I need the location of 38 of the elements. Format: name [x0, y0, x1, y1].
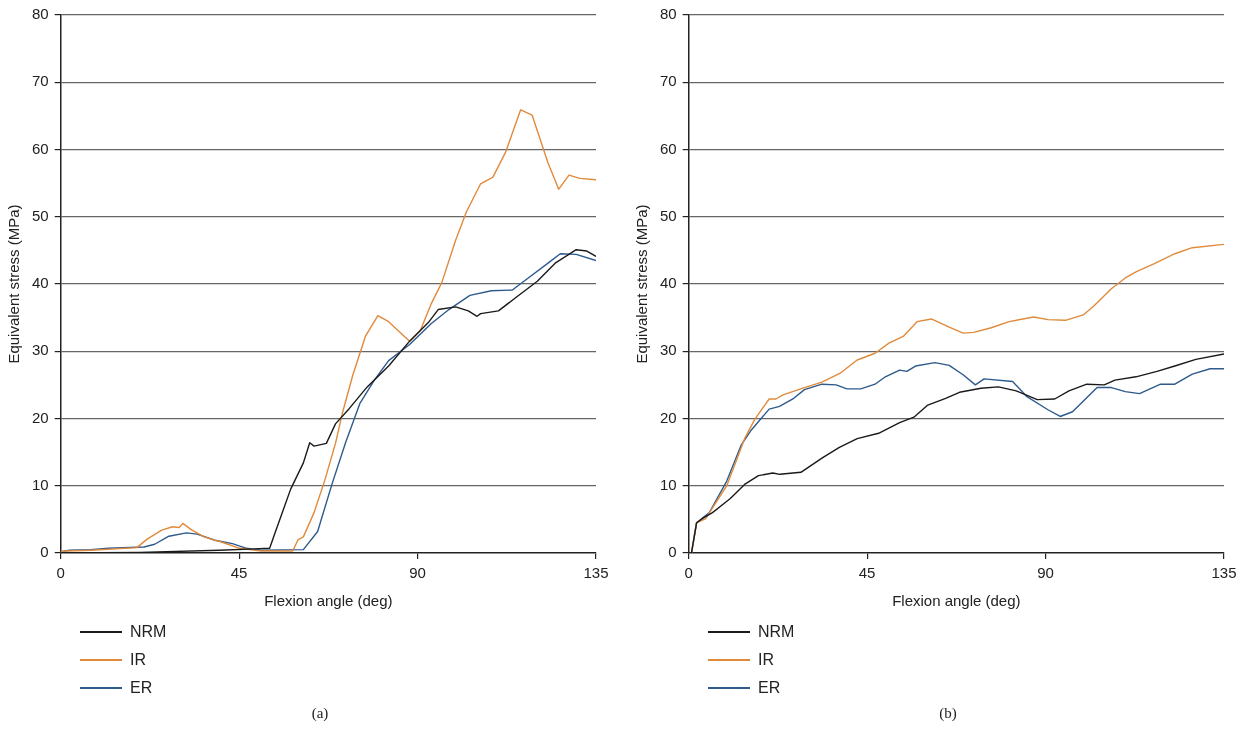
y-axis-title: Equivalent stress (MPa)	[5, 204, 23, 364]
y-tick-label: 10	[32, 475, 49, 493]
y-tick-label: 80	[660, 5, 677, 23]
legend-label: NRM	[758, 623, 795, 641]
y-tick-label: 70	[660, 72, 677, 90]
x-axis-title: Flexion angle (deg)	[892, 592, 1021, 610]
y-axis-title: Equivalent stress (MPa)	[633, 204, 651, 364]
x-tick-label: 0	[684, 564, 693, 582]
y-tick-label: 80	[32, 5, 49, 23]
x-axis-title: Flexion angle (deg)	[264, 592, 393, 610]
legend-label: IR	[130, 651, 146, 669]
legend-label: NRM	[130, 623, 167, 641]
y-tick-label: 10	[660, 475, 677, 493]
x-tick-label: 135	[1211, 564, 1237, 582]
y-tick-label: 40	[32, 274, 49, 292]
y-tick-label: 0	[668, 543, 677, 561]
x-tick-label: 135	[583, 564, 609, 582]
x-tick-label: 45	[230, 564, 248, 582]
y-tick-label: 70	[32, 72, 49, 90]
x-tick-label: 90	[1037, 564, 1054, 582]
y-tick-label: 50	[32, 206, 49, 224]
legend-label: ER	[130, 679, 153, 697]
text: (a)	[310, 705, 330, 722]
y-tick-label: 0	[40, 543, 49, 561]
y-tick-label: 20	[660, 408, 677, 426]
legend-label: IR	[758, 651, 774, 669]
text: (b)	[938, 705, 958, 722]
x-tick-label: 0	[56, 564, 65, 582]
y-tick-label: 50	[660, 206, 677, 224]
y-tick-label: 20	[32, 408, 49, 426]
y-tick-label: 60	[660, 139, 677, 157]
x-tick-label: 45	[858, 564, 876, 582]
y-tick-label: 30	[660, 341, 677, 359]
legend-label: ER	[758, 679, 781, 697]
y-tick-label: 40	[660, 274, 677, 292]
x-tick-label: 90	[409, 564, 426, 582]
y-tick-label: 30	[32, 341, 49, 359]
y-tick-label: 60	[32, 139, 49, 157]
